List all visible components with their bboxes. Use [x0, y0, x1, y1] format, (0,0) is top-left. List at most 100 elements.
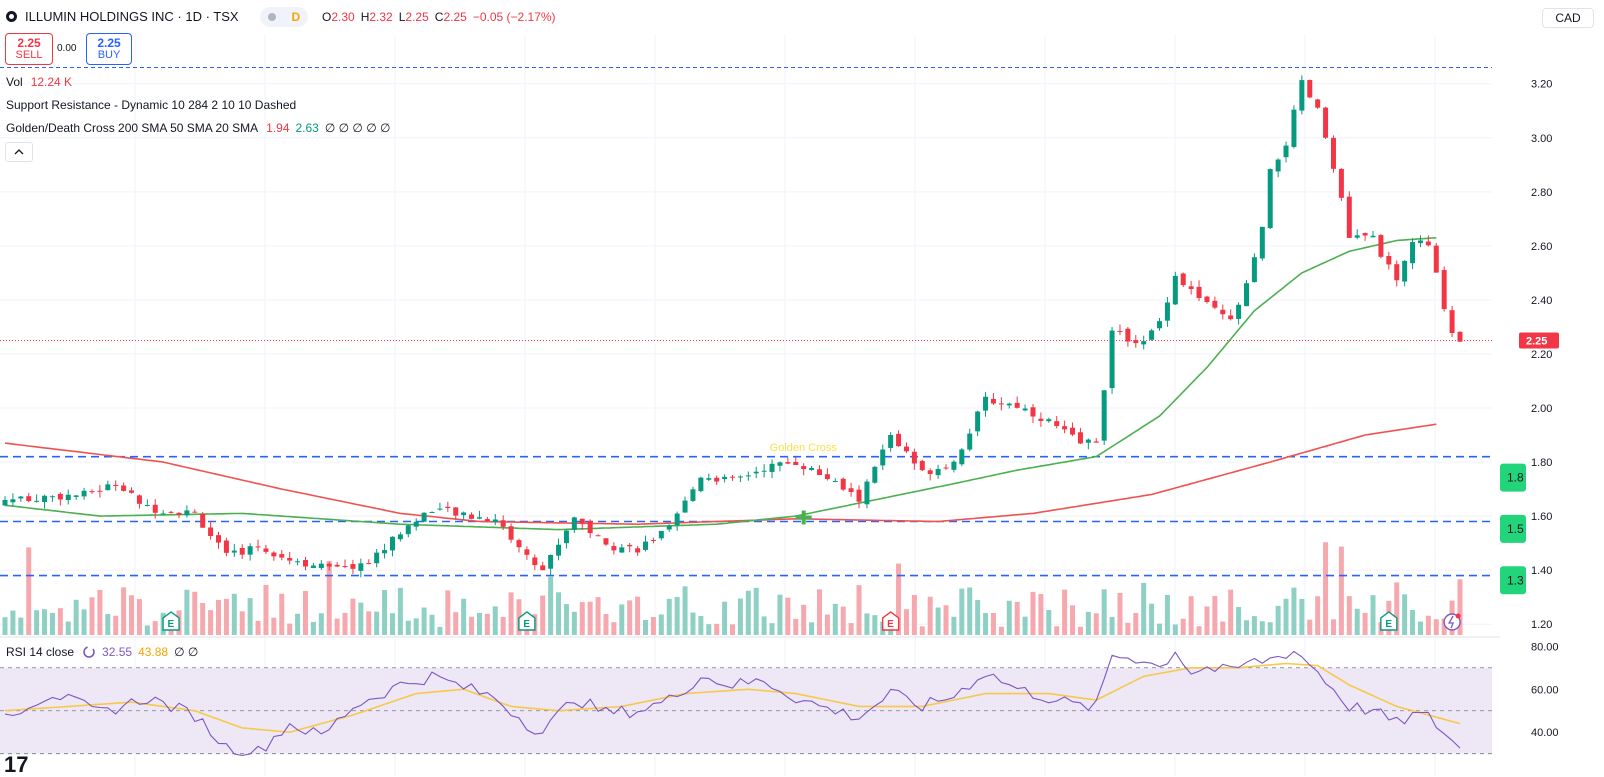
volume-legend-label[interactable]: Vol: [6, 75, 23, 89]
volume-bar: [89, 597, 95, 635]
volume-bar: [1188, 596, 1194, 635]
volume-bar: [801, 604, 807, 635]
volume-bar: [595, 597, 601, 635]
candle-body: [848, 488, 854, 493]
candle-body: [1164, 302, 1170, 321]
candle-body: [1417, 240, 1423, 244]
candle-body: [97, 490, 103, 492]
price-tick-label: 2.40: [1531, 295, 1552, 307]
candle-body: [271, 552, 277, 557]
currency-selector[interactable]: CAD: [1542, 8, 1594, 28]
candle-body: [160, 513, 166, 515]
volume-bar: [263, 584, 269, 635]
earnings-marker[interactable]: E: [162, 611, 180, 631]
low-label: L: [398, 10, 406, 24]
candle-body: [911, 451, 917, 464]
candle-body: [990, 398, 996, 404]
last-price-tag-label: 2.25: [1526, 335, 1547, 347]
rsi-ma-value: 43.88: [138, 645, 169, 659]
candle-body: [81, 490, 87, 497]
candle-body: [1346, 196, 1352, 238]
refresh-icon[interactable]: [82, 645, 96, 659]
volume-bar: [1149, 603, 1155, 635]
golden-cross-label: Golden Cross: [770, 442, 838, 454]
candle-body: [437, 508, 443, 510]
volume-bar: [951, 616, 957, 635]
sr-legend-label[interactable]: Support Resistance - Dynamic 10 284 2 10…: [6, 98, 297, 112]
volume-bar: [1291, 587, 1297, 635]
candle-body: [1299, 80, 1305, 111]
market-status-toggle[interactable]: D: [260, 7, 308, 27]
earnings-marker-shape: [1380, 611, 1398, 631]
candle-body: [129, 490, 135, 493]
volume-bar: [730, 624, 735, 635]
candle-body: [255, 546, 261, 548]
candle-body: [1212, 300, 1218, 308]
candle-body: [563, 530, 569, 544]
candle-body: [342, 566, 348, 568]
volume-bar: [1085, 611, 1091, 635]
volume-bar: [1283, 598, 1289, 635]
candle-body: [540, 565, 546, 571]
volume-bar: [943, 605, 949, 635]
candle-body: [801, 466, 807, 470]
volume-bar: [1101, 589, 1107, 635]
candle-body: [1149, 330, 1155, 340]
symbol-title[interactable]: ILLUMIN HOLDINGS INC · 1D · TSX: [25, 9, 239, 24]
collapse-legend-button[interactable]: [5, 142, 33, 162]
candle-body: [809, 468, 815, 470]
gdc-legend-label[interactable]: Golden/Death Cross 200 SMA 50 SMA 20 SMA: [6, 121, 259, 135]
sell-price: 2.25: [17, 36, 41, 50]
candle-body: [1180, 273, 1186, 286]
candle-body: [1196, 286, 1202, 299]
volume-bar: [2, 617, 8, 635]
volume-bar: [105, 614, 111, 635]
candle-body: [1172, 275, 1178, 305]
earnings-marker-label: E: [168, 619, 175, 630]
candle-body: [231, 550, 237, 553]
candle-body: [753, 471, 759, 474]
volume-bar: [1125, 622, 1131, 635]
candle-body: [611, 546, 617, 551]
volume-bar: [769, 623, 775, 635]
volume-bar: [848, 623, 854, 635]
candle-body: [223, 540, 229, 553]
rsi-tick-label: 80.00: [1531, 641, 1559, 653]
volume-bar: [374, 611, 380, 635]
volume-legend: Vol 12.24 K: [6, 75, 72, 89]
volume-bar: [445, 590, 451, 635]
volume-bar: [295, 613, 301, 635]
volume-bar: [1441, 618, 1447, 635]
volume-bar: [682, 586, 688, 635]
volume-bar: [753, 587, 759, 635]
earnings-marker[interactable]: E: [518, 611, 536, 631]
sr-legend: Support Resistance - Dynamic 10 284 2 10…: [6, 98, 296, 112]
volume-bar: [144, 625, 150, 635]
volume-bar: [1323, 542, 1329, 635]
candle-body: [168, 511, 174, 513]
candle-body: [816, 469, 822, 476]
high-label: H: [360, 10, 370, 24]
buy-button[interactable]: 2.25 BUY: [86, 33, 132, 65]
candle-body: [1141, 341, 1147, 345]
market-status-dot: [267, 13, 276, 21]
earnings-marker[interactable]: E: [1380, 611, 1398, 631]
volume-bar: [389, 613, 395, 635]
volume-bar: [34, 610, 40, 635]
candle-body: [1157, 321, 1163, 329]
rsi-legend-label[interactable]: RSI 14 close: [6, 645, 75, 659]
candle-body: [89, 491, 95, 493]
candle-body: [287, 557, 293, 561]
volume-bar: [1338, 546, 1344, 635]
earnings-marker[interactable]: E: [881, 611, 900, 631]
volume-bar: [287, 623, 293, 635]
volume-bar: [1346, 596, 1352, 635]
position-tag-label: 1.8: [1507, 471, 1524, 485]
candle-body: [1386, 256, 1392, 265]
volume-bar: [611, 622, 617, 635]
ohlc-readout: O 2.30 H 2.32 L 2.25 C 2.25 −0.05 (−2.17…: [322, 10, 556, 24]
sell-button[interactable]: 2.25 SELL: [5, 33, 53, 65]
candle-body: [1323, 107, 1329, 138]
candle-body: [737, 476, 743, 478]
